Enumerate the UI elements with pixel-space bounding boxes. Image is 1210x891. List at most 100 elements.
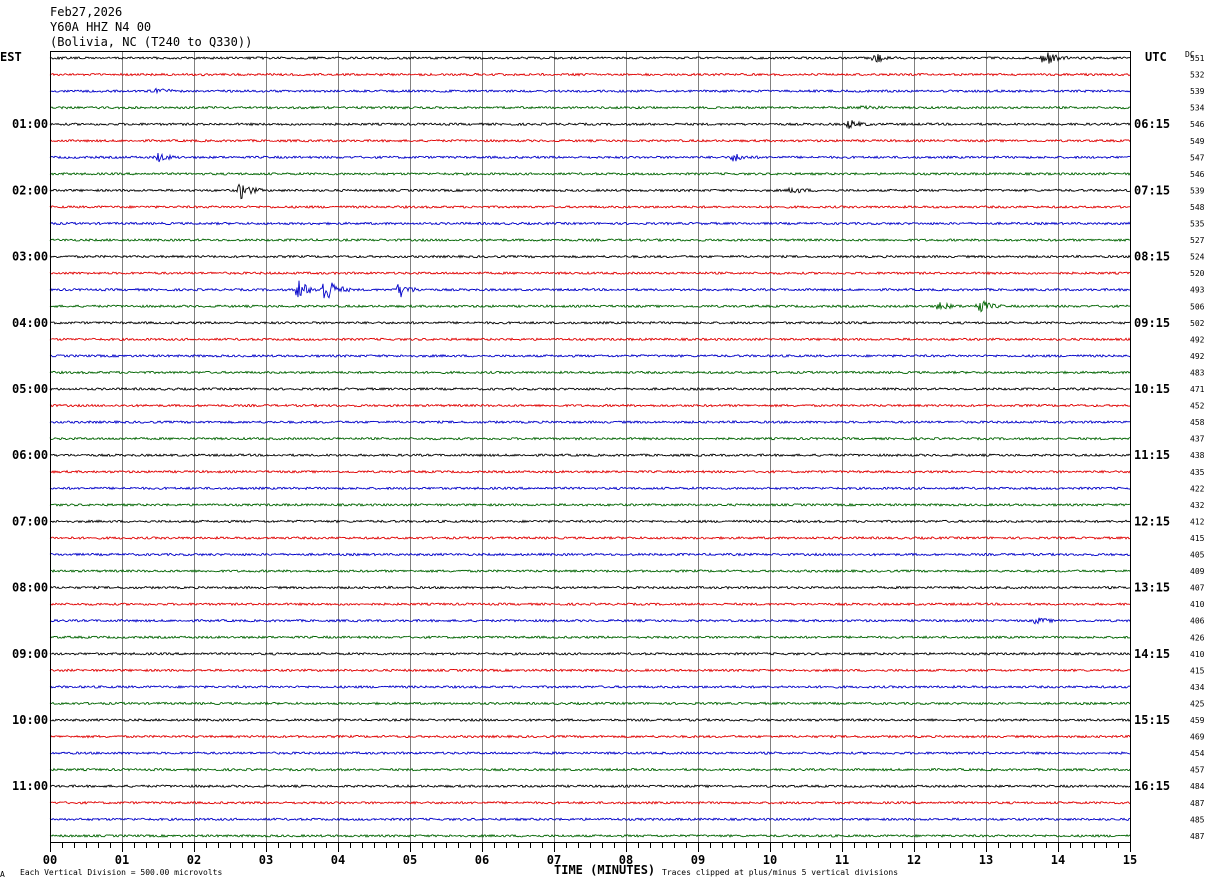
dc-offset-labels: 551 532 539 534 546 549 547 546 539 548 535 527 524 5…	[1190, 54, 1205, 841]
dc-offset-label: 457	[1190, 766, 1205, 775]
x-tick-label: 05	[403, 853, 417, 867]
seismic-trace	[49, 535, 1131, 540]
dc-offset-label: 506	[1190, 302, 1205, 311]
seismic-trace	[49, 436, 1131, 441]
est-hour-label: 05:00	[12, 382, 48, 396]
seismic-trace	[49, 353, 1131, 358]
seismic-trace	[49, 271, 1131, 276]
vertical-division-note: Each Vertical Division = 500.00 microvol…	[20, 868, 222, 877]
dc-offset-label: 425	[1190, 699, 1205, 708]
dc-offset-label: 520	[1190, 269, 1205, 278]
header-date: Feb27,2026	[50, 5, 122, 19]
est-hour-label: 11:00	[12, 779, 48, 793]
seismic-trace	[49, 52, 1131, 64]
est-hour-label: 09:00	[12, 647, 48, 661]
seismic-trace	[49, 221, 1131, 226]
seismic-trace	[49, 602, 1131, 607]
est-hour-label: 01:00	[12, 117, 48, 131]
utc-hour-label: 06:15	[1134, 117, 1170, 131]
dc-offset-label: 405	[1190, 551, 1205, 560]
x-tick-label: 13	[979, 853, 993, 867]
dc-offset-label: 426	[1190, 633, 1205, 642]
dc-offset-label: 532	[1190, 71, 1205, 80]
seismic-trace	[49, 138, 1131, 143]
seismic-trace	[49, 370, 1131, 375]
dc-offset-label: 412	[1190, 517, 1205, 526]
seismic-trace	[49, 469, 1131, 474]
dc-offset-label: 422	[1190, 484, 1205, 493]
utc-zone-label: UTC	[1145, 50, 1167, 64]
dc-offset-label: 492	[1190, 335, 1205, 344]
seismic-trace	[49, 767, 1131, 772]
est-hour-label: 02:00	[12, 183, 48, 197]
x-tick-label: 11	[835, 853, 849, 867]
seismic-trace	[49, 171, 1131, 176]
est-zone-label: EST	[0, 50, 22, 64]
est-hour-label: 06:00	[12, 448, 48, 462]
utc-hour-labels: 06:15 07:15 08:15 09:15 10:15 11:15 12:15 13:15…	[1134, 117, 1170, 793]
seismic-trace	[49, 784, 1131, 789]
dc-offset-label: 407	[1190, 584, 1205, 593]
x-tick-label: 04	[331, 853, 345, 867]
dc-offset-label: 432	[1190, 501, 1205, 510]
est-hour-label: 08:00	[12, 581, 48, 595]
seismic-trace	[49, 701, 1131, 706]
dc-offset-label: 409	[1190, 567, 1205, 576]
dc-offset-label: 437	[1190, 435, 1205, 444]
seismic-trace	[49, 337, 1131, 342]
seismic-trace	[49, 453, 1131, 458]
dc-offset-label: 458	[1190, 418, 1205, 427]
seismic-trace	[49, 751, 1131, 756]
seismic-trace	[49, 204, 1131, 210]
dc-offset-label: 469	[1190, 733, 1205, 742]
dc-offset-label: 483	[1190, 368, 1205, 377]
est-hour-label: 04:00	[12, 316, 48, 330]
seismic-trace	[49, 152, 1131, 163]
dc-offset-label: 485	[1190, 815, 1205, 824]
x-tick-label: 02	[187, 853, 201, 867]
dc-offset-label: 539	[1190, 87, 1205, 96]
utc-hour-label: 16:15	[1134, 779, 1170, 793]
seismic-trace	[49, 320, 1131, 325]
est-hour-label: 07:00	[12, 514, 48, 528]
dc-offset-label: 492	[1190, 352, 1205, 361]
utc-hour-label: 07:15	[1134, 183, 1170, 197]
utc-hour-label: 14:15	[1134, 647, 1170, 661]
seismic-trace	[49, 800, 1131, 805]
seismic-trace	[49, 568, 1131, 574]
dc-offset-label: 524	[1190, 253, 1205, 262]
seismic-trace	[49, 502, 1130, 507]
seismic-trace	[49, 280, 1130, 299]
x-tick-label: 07	[547, 853, 561, 867]
seismic-trace	[49, 486, 1131, 491]
dc-header: DC	[1185, 50, 1195, 59]
seismic-trace	[49, 734, 1131, 739]
clip-note: Traces clipped at plus/minus 5 vertical …	[662, 868, 898, 877]
minute-grid	[122, 52, 1059, 842]
x-tick-label: 06	[475, 853, 489, 867]
x-axis-title: TIME (MINUTES)	[554, 863, 655, 877]
dc-offset-label: 415	[1190, 666, 1205, 675]
x-tick-label: 15	[1123, 853, 1137, 867]
dc-offset-label: 535	[1190, 220, 1205, 229]
seismic-trace	[49, 585, 1131, 590]
dc-offset-label: 410	[1190, 600, 1205, 609]
dc-offset-label: 487	[1190, 832, 1205, 841]
dc-offset-label: 434	[1190, 683, 1205, 692]
seismic-trace	[49, 420, 1131, 425]
dc-offset-label: 487	[1190, 799, 1205, 808]
seismic-trace	[49, 684, 1131, 689]
x-axis-ticks	[50, 842, 1131, 852]
x-tick-label: 00	[43, 853, 57, 867]
seismic-trace	[50, 104, 1131, 110]
header-station: Y60A HHZ N4 00	[50, 20, 151, 34]
seismic-trace	[49, 237, 1131, 243]
dc-offset-label: 546	[1190, 170, 1205, 179]
seismic-trace	[49, 254, 1131, 259]
seismic-trace	[49, 386, 1131, 392]
dc-offset-label: 435	[1190, 468, 1205, 477]
seismic-trace	[49, 651, 1131, 656]
